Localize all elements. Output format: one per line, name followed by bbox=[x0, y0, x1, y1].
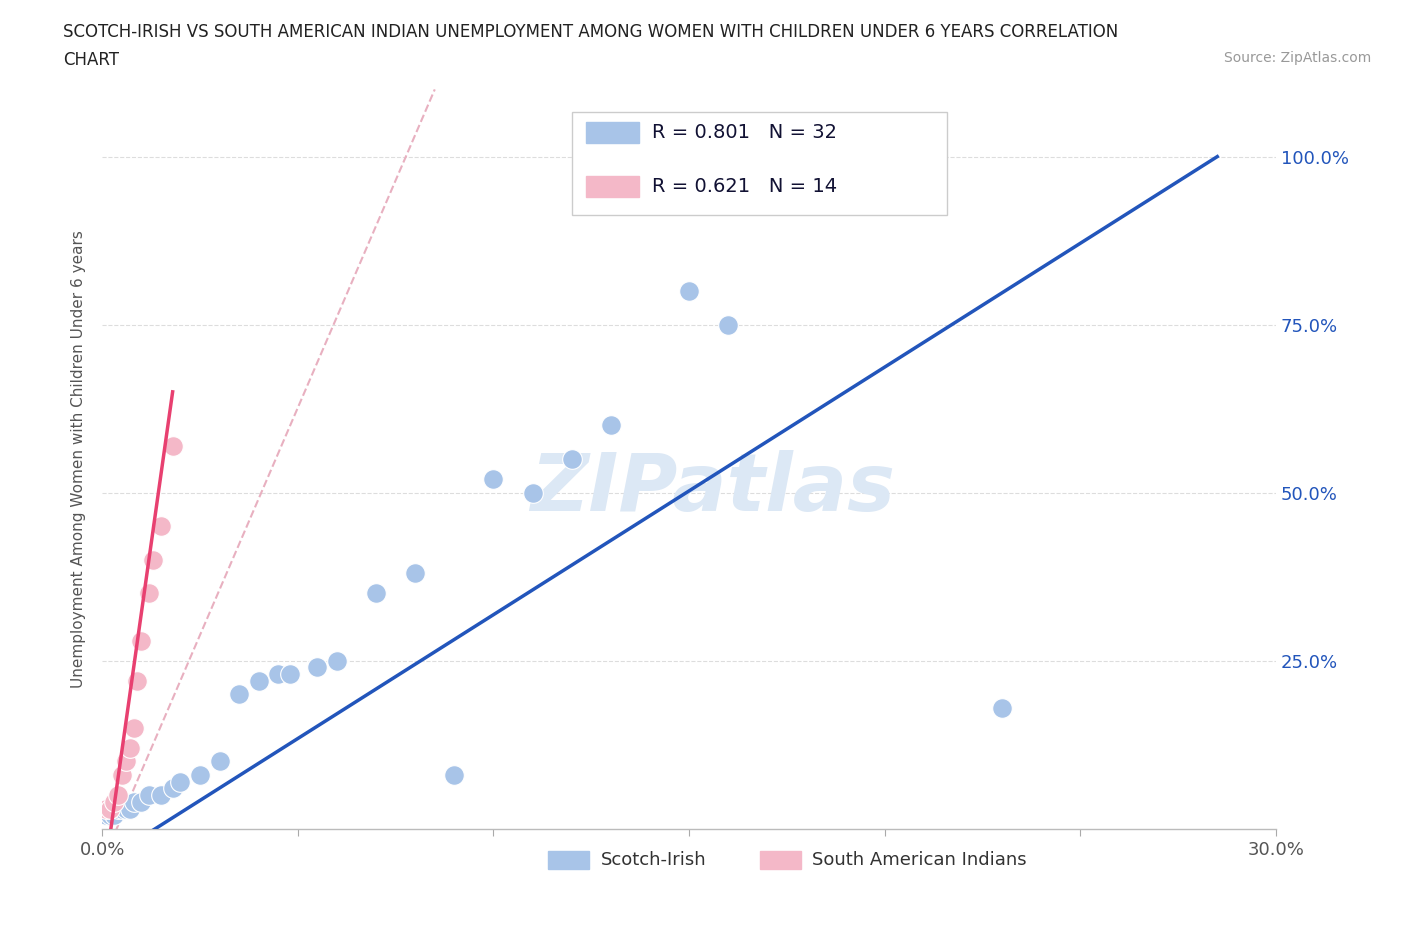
Point bbox=[98, 801, 121, 816]
Bar bbox=[759, 851, 800, 870]
Point bbox=[149, 519, 172, 534]
Bar bbox=[586, 122, 638, 142]
Point bbox=[149, 788, 172, 803]
Point bbox=[114, 801, 136, 816]
Point bbox=[103, 808, 125, 823]
Point bbox=[561, 452, 583, 467]
Point bbox=[228, 687, 250, 702]
Point bbox=[188, 767, 211, 782]
Point bbox=[278, 667, 301, 682]
Point bbox=[118, 740, 141, 755]
Point bbox=[247, 673, 270, 688]
Point bbox=[326, 653, 349, 668]
Point bbox=[107, 788, 129, 803]
Point bbox=[122, 721, 145, 736]
Point bbox=[599, 169, 621, 184]
Bar bbox=[548, 851, 589, 870]
Point bbox=[138, 788, 160, 803]
Point bbox=[142, 552, 165, 567]
Point bbox=[307, 660, 329, 675]
Text: R = 0.801   N = 32: R = 0.801 N = 32 bbox=[651, 123, 837, 141]
Bar bbox=[586, 176, 638, 196]
Point bbox=[267, 667, 290, 682]
Point bbox=[443, 767, 465, 782]
Point bbox=[208, 754, 231, 769]
Point bbox=[114, 754, 136, 769]
Point bbox=[404, 565, 426, 580]
Text: Scotch-Irish: Scotch-Irish bbox=[600, 852, 707, 870]
Point bbox=[162, 781, 184, 796]
Text: CHART: CHART bbox=[63, 51, 120, 69]
Point bbox=[94, 808, 117, 823]
Point bbox=[131, 633, 153, 648]
Y-axis label: Unemployment Among Women with Children Under 6 years: Unemployment Among Women with Children U… bbox=[72, 230, 86, 688]
Point bbox=[162, 438, 184, 453]
Point bbox=[482, 472, 505, 486]
Text: ZIPatlas: ZIPatlas bbox=[530, 449, 896, 527]
Point bbox=[131, 794, 153, 809]
Point bbox=[111, 767, 134, 782]
Text: South American Indians: South American Indians bbox=[813, 852, 1026, 870]
Text: SCOTCH-IRISH VS SOUTH AMERICAN INDIAN UNEMPLOYMENT AMONG WOMEN WITH CHILDREN UND: SCOTCH-IRISH VS SOUTH AMERICAN INDIAN UN… bbox=[63, 23, 1119, 41]
Point bbox=[522, 485, 544, 500]
Point bbox=[599, 418, 621, 432]
Point bbox=[122, 794, 145, 809]
Text: Source: ZipAtlas.com: Source: ZipAtlas.com bbox=[1223, 51, 1371, 65]
Point bbox=[169, 774, 191, 789]
Point bbox=[678, 284, 700, 299]
Point bbox=[364, 586, 387, 601]
Point bbox=[127, 673, 149, 688]
Text: R = 0.621   N = 14: R = 0.621 N = 14 bbox=[651, 177, 837, 195]
Point bbox=[94, 801, 117, 816]
Point bbox=[103, 794, 125, 809]
Point bbox=[107, 801, 129, 816]
Point bbox=[111, 801, 134, 816]
Point bbox=[98, 808, 121, 823]
Point bbox=[138, 586, 160, 601]
Point bbox=[991, 700, 1014, 715]
Point bbox=[118, 801, 141, 816]
Point bbox=[717, 317, 740, 332]
FancyBboxPatch shape bbox=[572, 112, 948, 215]
